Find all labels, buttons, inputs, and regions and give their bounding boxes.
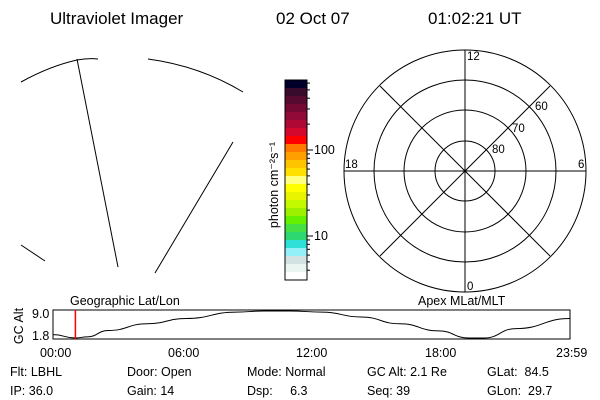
gc-alt-info: GC Alt: 2.1 Re — [367, 365, 447, 379]
apex-label: Apex MLat/MLT — [418, 294, 506, 308]
x-tick-2359: 23:59 — [556, 346, 587, 360]
mlt-label-0: 0 — [467, 281, 473, 293]
colorbar-band — [285, 256, 307, 265]
colorbar-band — [285, 248, 307, 257]
lat-label-80: 80 — [492, 144, 505, 156]
time-label: 01:02:21 UT — [428, 9, 522, 28]
colorbar-band — [285, 272, 307, 281]
colorbar-band — [285, 120, 307, 129]
info-row-2: IP: 36.0 Gain: 14 Dsp: 6.3 Seq: 39 GLon:… — [10, 384, 552, 398]
colorbar-band — [285, 152, 307, 161]
longitude-line-2 — [154, 141, 234, 274]
x-tick-0600: 06:00 — [168, 346, 199, 360]
colorbar — [285, 80, 307, 281]
colorbar-band — [285, 136, 307, 145]
colorbar-tick-100: 100 — [314, 143, 335, 157]
seq-info: Seq: 39 — [367, 384, 410, 398]
colorbar-unit-label: photon cm⁻²s⁻¹ — [267, 142, 281, 228]
longitude-line-1 — [76, 58, 119, 268]
colorbar-ticks — [307, 82, 313, 271]
y-tick-min: 1.8 — [32, 329, 49, 343]
mode-info: Mode: Normal — [247, 365, 326, 379]
x-tick-1800: 18:00 — [425, 346, 456, 360]
colorbar-band — [285, 88, 307, 97]
mlt-label-18: 18 — [345, 159, 358, 171]
colorbar-tick-10: 10 — [314, 229, 328, 243]
lat-label-70: 70 — [512, 123, 525, 135]
dsp-info: Dsp: 6.3 — [247, 384, 307, 398]
date-label: 02 Oct 07 — [276, 9, 350, 28]
mlt-label-6: 6 — [578, 159, 584, 171]
colorbar-band — [285, 144, 307, 153]
polar-grid — [343, 49, 587, 293]
y-axis-label: GC Alt — [12, 307, 26, 344]
geographic-label: Geographic Lat/Lon — [70, 294, 180, 308]
colorbar-band — [285, 160, 307, 169]
colorbar-band — [285, 216, 307, 225]
latitude-arc-right — [147, 58, 244, 93]
colorbar-band — [285, 224, 307, 233]
longitude-line-3 — [20, 244, 46, 262]
colorbar-band — [285, 232, 307, 241]
colorbar-band — [285, 128, 307, 137]
ip-info: IP: 36.0 — [10, 384, 53, 398]
colorbar-band — [285, 168, 307, 177]
colorbar-band — [285, 192, 307, 201]
colorbar-band — [285, 96, 307, 105]
colorbar-band — [285, 208, 307, 217]
y-tick-max: 9.0 — [32, 307, 49, 321]
colorbar-band — [285, 176, 307, 185]
info-row-1: Flt: LBHL Door: Open Mode: Normal GC Alt… — [10, 365, 549, 379]
image-map-grid — [20, 58, 244, 274]
colorbar-band — [285, 80, 307, 89]
colorbar-frame — [284, 79, 308, 281]
colorbar-band — [285, 264, 307, 273]
latitude-arc-left — [20, 58, 99, 83]
glon-info: GLon: 29.7 — [487, 384, 552, 398]
colorbar-band — [285, 200, 307, 209]
glat-info: GLat: 84.5 — [487, 365, 549, 379]
altitude-series-line — [52, 310, 571, 339]
colorbar-band — [285, 184, 307, 193]
colorbar-band — [285, 112, 307, 121]
filter-info: Flt: LBHL — [10, 365, 62, 379]
door-info: Door: Open — [127, 365, 192, 379]
altitude-plot-frame — [52, 309, 571, 340]
x-tick-0000: 00:00 — [40, 346, 71, 360]
gain-info: Gain: 14 — [127, 384, 174, 398]
x-tick-1200: 12:00 — [296, 346, 327, 360]
colorbar-band — [285, 104, 307, 113]
lat-label-60: 60 — [535, 101, 548, 113]
colorbar-band — [285, 240, 307, 249]
mlt-label-12: 12 — [467, 51, 480, 63]
instrument-title: Ultraviolet Imager — [50, 9, 184, 28]
